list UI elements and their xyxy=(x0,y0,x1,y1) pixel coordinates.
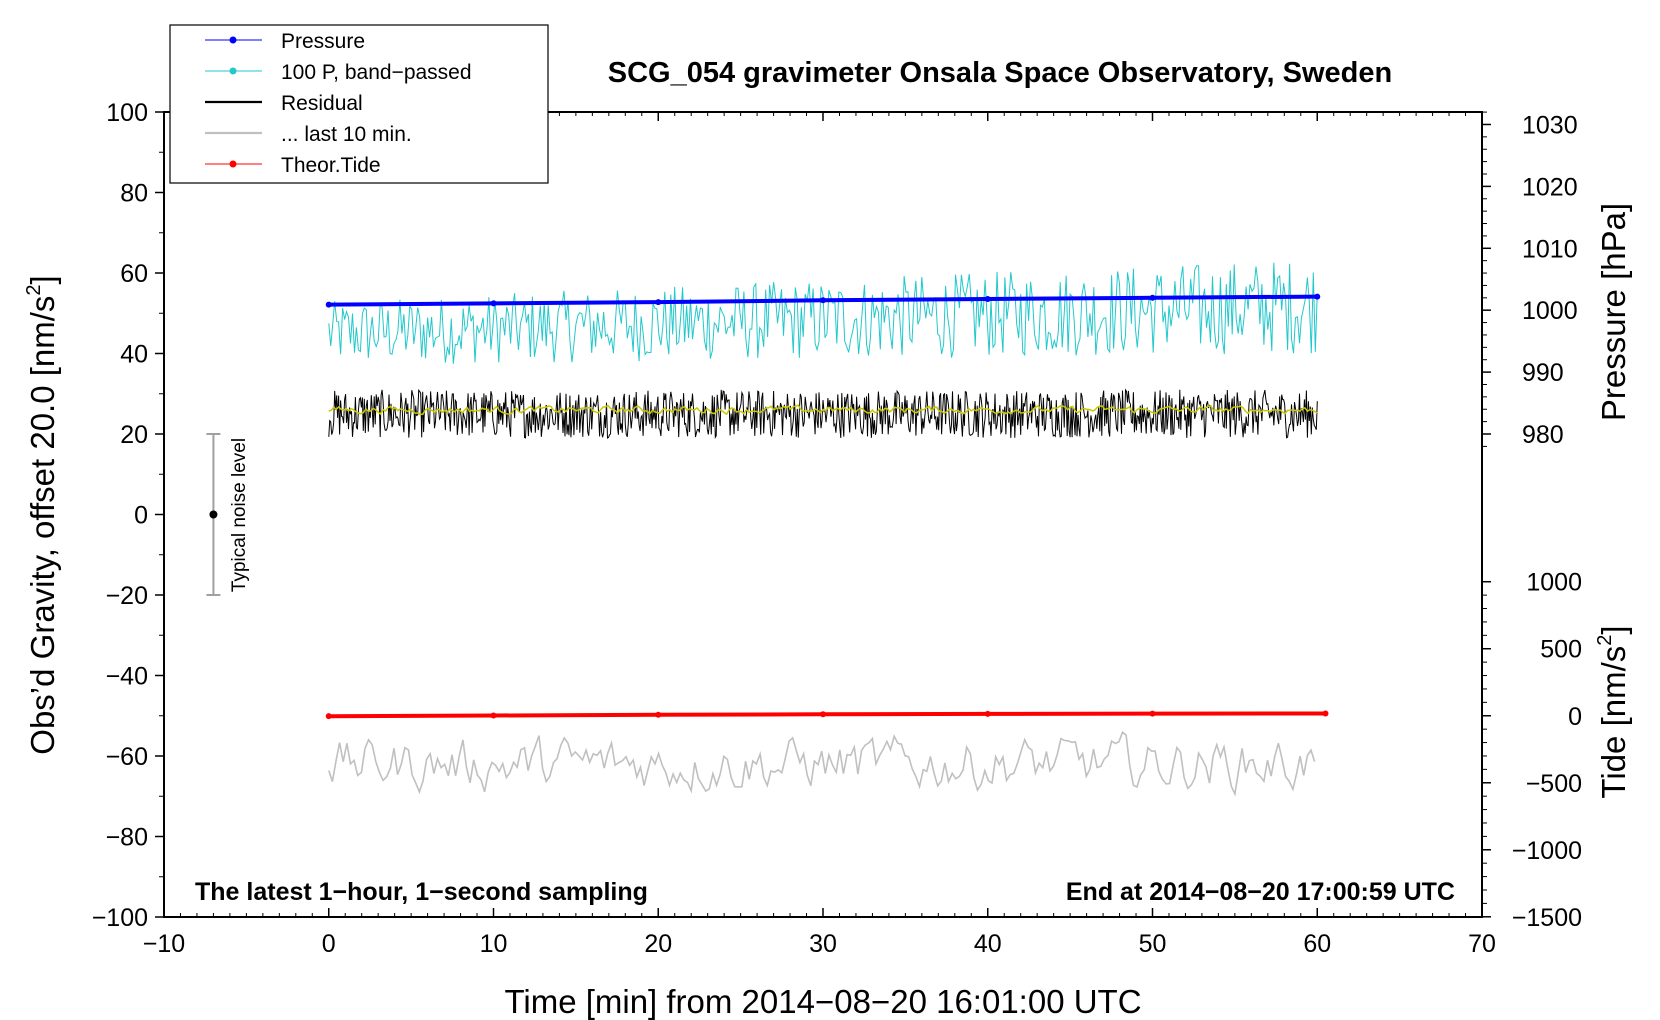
chart-title: SCG_054 gravimeter Onsala Space Observat… xyxy=(608,57,1392,89)
x-tick-label: 30 xyxy=(809,930,837,958)
y-tick-label: 40 xyxy=(120,341,148,369)
series-line-residual-smoothed xyxy=(328,404,1318,416)
tide-point xyxy=(984,710,991,717)
x-tick-label: 60 xyxy=(1303,930,1331,958)
series-line-bandpassed-pressure xyxy=(328,262,1318,364)
legend-label: Pressure xyxy=(281,30,365,53)
x-tick-label: 50 xyxy=(1139,930,1167,958)
y-tick-label: 100 xyxy=(106,99,148,127)
pressure-point xyxy=(820,297,826,304)
legend-box xyxy=(169,24,549,184)
y-tick-label: 60 xyxy=(120,260,148,288)
pressure-tick-label: 990 xyxy=(1522,359,1564,387)
legend-label: 100 P, band−passed xyxy=(281,61,472,84)
tide-tick-label: 0 xyxy=(1568,703,1582,731)
series-line-last-10-min xyxy=(328,730,1316,797)
pressure-tick-label: 1020 xyxy=(1522,173,1578,201)
x-tick-label: −10 xyxy=(143,930,185,958)
pressure-axis-ticks: 980 990 1000 1010 1020 1030 xyxy=(1482,111,1578,449)
legend-marker xyxy=(229,36,237,44)
x-tick-label: 0 xyxy=(322,930,336,958)
y-axis-label-left-sup: 2 xyxy=(23,284,45,295)
x-axis-label: Time [min] from 2014−08−20 16:01:00 UTC xyxy=(504,983,1141,1020)
y-tick-label: −40 xyxy=(106,663,148,691)
y-axis-label-left-main: Obs’d Gravity, offset 20.0 [nm/s xyxy=(24,296,61,755)
tide-point xyxy=(325,713,332,720)
y-axis-label-tide-sup: 2 xyxy=(1594,635,1616,646)
y-axis-label-left-end: ] xyxy=(24,275,61,284)
y-axis-label-tide-main: Tide [nm/s xyxy=(1595,646,1632,799)
noise-level-label: Typical noise level xyxy=(229,438,250,592)
legend: Pressure 100 P, band−passed Residual ... la… xyxy=(169,24,549,184)
y-axis-ticks: −100 −80 −60 −40 −20 0 20 40 60 80 100 xyxy=(92,99,164,932)
tide-point xyxy=(490,712,497,719)
x-tick-label: 70 xyxy=(1468,930,1496,958)
pressure-point xyxy=(1314,293,1321,300)
pressure-point xyxy=(325,301,332,308)
legend-label: Theor.Tide xyxy=(281,154,381,177)
plot-frame xyxy=(163,111,1483,918)
legend-label: ... last 10 min. xyxy=(281,123,412,146)
legend-label: Residual xyxy=(281,92,363,115)
x-tick-label: 40 xyxy=(974,930,1002,958)
y-tick-label: −20 xyxy=(106,582,148,610)
tide-point xyxy=(820,711,826,718)
tide-tick-label: −500 xyxy=(1526,770,1582,798)
y-tick-label: −100 xyxy=(92,904,148,932)
pressure-point xyxy=(1149,294,1156,301)
series-layer xyxy=(325,262,1329,797)
pressure-tick-label: 1010 xyxy=(1522,235,1578,263)
tide-axis-ticks: −1500 −1000 −500 0 500 1000 xyxy=(1482,569,1582,932)
tide-point xyxy=(1149,710,1156,717)
tide-point xyxy=(1322,710,1329,717)
tide-tick-label: −1500 xyxy=(1512,904,1582,932)
legend-marker xyxy=(229,160,237,168)
x-tick-label: 20 xyxy=(644,930,672,958)
tide-tick-label: 500 xyxy=(1540,636,1582,664)
y-tick-label: 80 xyxy=(120,180,148,208)
noise-level-bar xyxy=(206,433,221,596)
y-axis-label-left: Obs’d Gravity, offset 20.0 [nm/s2] xyxy=(23,275,61,754)
tide-point xyxy=(655,711,662,718)
tide-tick-label: 1000 xyxy=(1526,569,1582,597)
annotation-end-time: End at 2014−08−20 17:00:59 UTC xyxy=(1066,878,1455,906)
y-axis-label-tide: Tide [nm/s2] xyxy=(1594,625,1632,798)
y-tick-label: 20 xyxy=(120,421,148,449)
x-tick-label: 10 xyxy=(480,930,508,958)
series-line-theoretical-tide xyxy=(328,711,1326,719)
y-axis-label-pressure: Pressure [hPa] xyxy=(1595,203,1632,421)
pressure-point xyxy=(490,300,497,307)
pressure-tick-label: 1030 xyxy=(1522,111,1578,139)
series-line-residual xyxy=(328,388,1318,439)
y-axis-label-tide-end: ] xyxy=(1595,625,1632,634)
y-tick-label: −60 xyxy=(106,743,148,771)
legend-marker xyxy=(229,67,237,75)
pressure-tick-label: 1000 xyxy=(1522,297,1578,325)
x-axis-ticks: −10 0 10 20 30 40 50 60 70 xyxy=(143,112,1496,958)
pressure-tick-label: 980 xyxy=(1522,421,1564,449)
pressure-point xyxy=(655,299,662,306)
annotation-sampling: The latest 1−hour, 1−second sampling xyxy=(195,878,648,906)
y-tick-label: −80 xyxy=(106,824,148,852)
tide-tick-label: −1000 xyxy=(1512,837,1582,865)
noise-bar-center-dot xyxy=(209,510,218,519)
y-tick-label: 0 xyxy=(134,502,148,530)
pressure-point xyxy=(984,296,991,303)
